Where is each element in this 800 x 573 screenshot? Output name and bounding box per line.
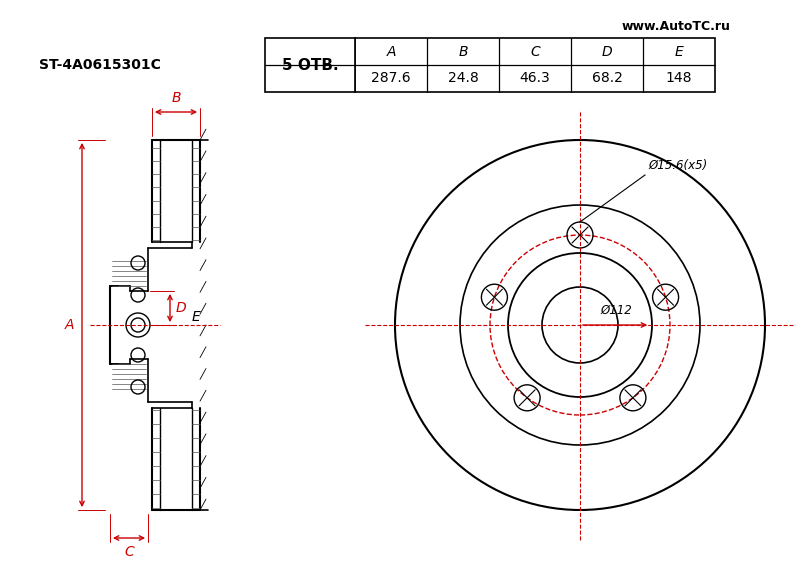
Text: A: A bbox=[386, 45, 396, 58]
Text: Ø112: Ø112 bbox=[600, 304, 632, 317]
Text: ST-4A0615301C: ST-4A0615301C bbox=[39, 58, 161, 72]
Text: C: C bbox=[530, 45, 540, 58]
Text: E: E bbox=[192, 310, 201, 324]
Text: D: D bbox=[602, 45, 612, 58]
Text: B: B bbox=[458, 45, 468, 58]
Bar bbox=[355, 38, 715, 92]
Text: D: D bbox=[176, 301, 186, 315]
Text: 46.3: 46.3 bbox=[520, 72, 550, 85]
Text: 287.6: 287.6 bbox=[371, 72, 411, 85]
Bar bbox=[265, 38, 355, 92]
Text: E: E bbox=[674, 45, 683, 58]
Text: 68.2: 68.2 bbox=[591, 72, 622, 85]
Text: 24.8: 24.8 bbox=[448, 72, 478, 85]
Text: 148: 148 bbox=[666, 72, 692, 85]
Text: C: C bbox=[124, 545, 134, 559]
Text: A: A bbox=[65, 318, 74, 332]
Text: www.AutoTC.ru: www.AutoTC.ru bbox=[621, 20, 730, 33]
Text: B: B bbox=[171, 91, 181, 105]
Text: Ø15.6(x5): Ø15.6(x5) bbox=[648, 159, 707, 172]
Text: 5 ОТВ.: 5 ОТВ. bbox=[282, 57, 338, 73]
